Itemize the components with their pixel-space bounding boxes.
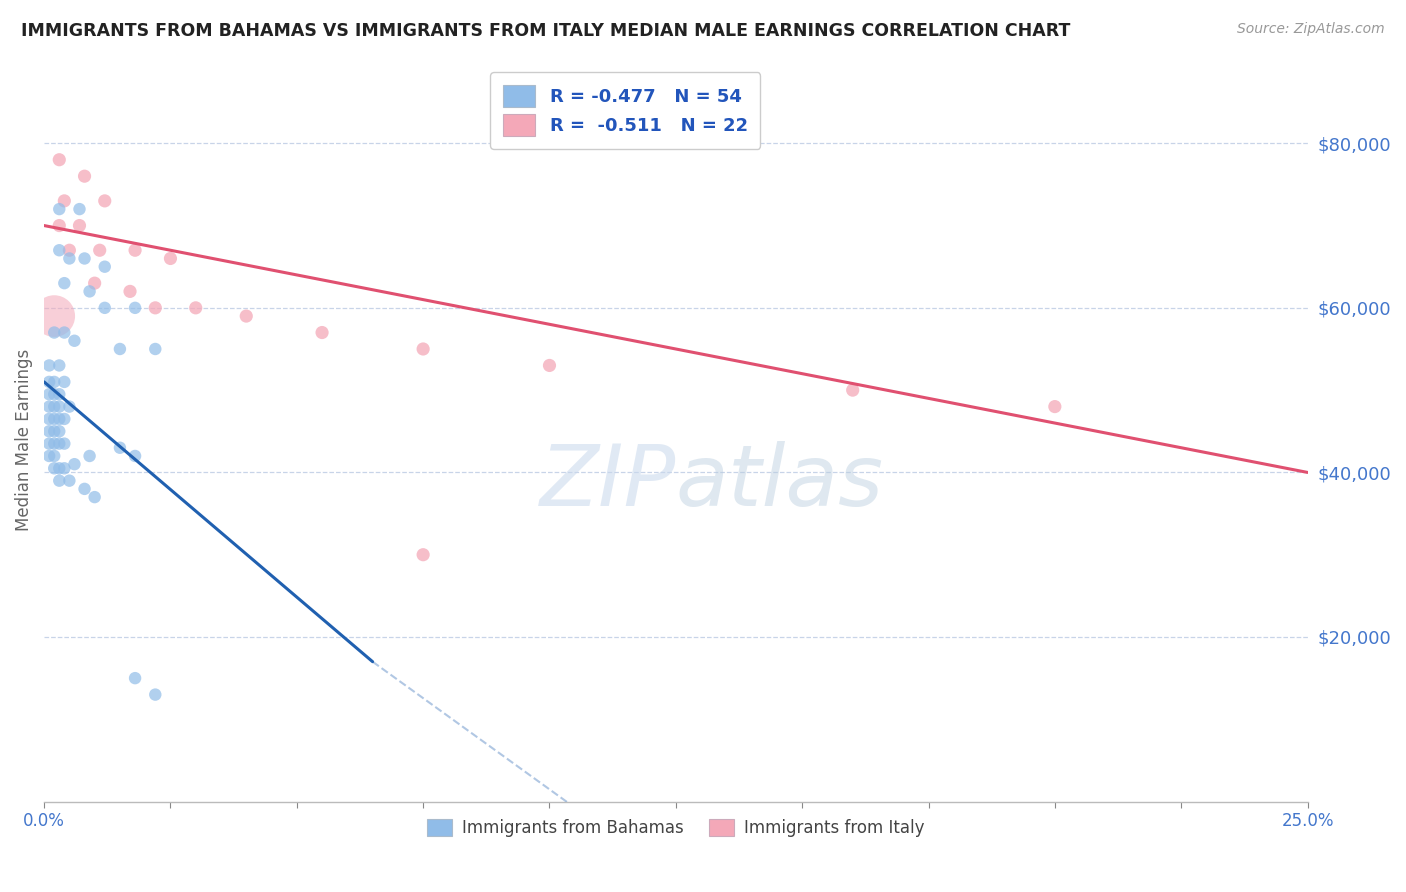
Point (143, 301, 166, 315)
Point (38, 412, 60, 426)
Point (53, 326, 76, 340)
Point (48, 244, 70, 258)
Text: ZIP: ZIP (540, 442, 676, 524)
Point (44, 375, 66, 389)
Point (83, 276, 105, 290)
Point (124, 301, 146, 315)
Point (118, 285, 141, 299)
Point (48, 387, 70, 401)
Point (79, 285, 101, 299)
Point (44, 461, 66, 475)
Point (48, 424, 70, 438)
Point (44, 449, 66, 463)
Point (44, 436, 66, 450)
Point (48, 436, 70, 450)
Point (44, 424, 66, 438)
Text: Source: ZipAtlas.com: Source: ZipAtlas.com (1237, 22, 1385, 37)
Point (841, 383, 863, 397)
Point (143, 688, 166, 702)
Point (89, 244, 111, 258)
Legend: Immigrants from Bahamas, Immigrants from Italy: Immigrants from Bahamas, Immigrants from… (420, 813, 931, 844)
Point (48, 219, 70, 233)
Point (38, 449, 60, 463)
Point (73, 252, 96, 266)
Point (38, 387, 60, 401)
Point (94, 194, 117, 208)
Point (53, 412, 76, 426)
Point (58, 252, 80, 266)
Point (44, 309, 66, 323)
Point (235, 309, 257, 323)
Point (159, 252, 181, 266)
Point (83, 490, 105, 504)
Point (124, 671, 146, 685)
Y-axis label: Median Male Earnings: Median Male Earnings (15, 349, 32, 531)
Point (38, 400, 60, 414)
Point (58, 244, 80, 258)
Point (184, 301, 207, 315)
Point (73, 169, 96, 184)
Point (38, 359, 60, 373)
Point (48, 412, 70, 426)
Point (124, 449, 146, 463)
Point (44, 412, 66, 426)
Point (38, 424, 60, 438)
Point (69, 219, 91, 233)
Point (311, 326, 333, 340)
Point (63, 334, 86, 348)
Point (44, 326, 66, 340)
Point (53, 194, 76, 208)
Point (53, 375, 76, 389)
Point (63, 457, 86, 471)
Point (48, 474, 70, 488)
Point (44, 387, 66, 401)
Point (143, 342, 166, 356)
Point (53, 436, 76, 450)
Point (73, 482, 96, 496)
Text: IMMIGRANTS FROM BAHAMAS VS IMMIGRANTS FROM ITALY MEDIAN MALE EARNINGS CORRELATIO: IMMIGRANTS FROM BAHAMAS VS IMMIGRANTS FR… (21, 22, 1070, 40)
Point (48, 461, 70, 475)
Point (58, 400, 80, 414)
Point (538, 359, 561, 373)
Point (44, 400, 66, 414)
Point (58, 474, 80, 488)
Point (108, 342, 131, 356)
Point (412, 548, 434, 562)
Point (108, 441, 131, 455)
Point (94, 301, 117, 315)
Point (48, 359, 70, 373)
Point (94, 260, 117, 274)
Point (412, 342, 434, 356)
Text: atlas: atlas (676, 442, 884, 524)
Point (48, 400, 70, 414)
Point (48, 153, 70, 167)
Point (38, 436, 60, 450)
Point (69, 202, 91, 216)
Point (1043, 400, 1066, 414)
Point (53, 276, 76, 290)
Point (79, 449, 101, 463)
Point (38, 375, 60, 389)
Point (124, 244, 146, 258)
Point (53, 461, 76, 475)
Point (48, 202, 70, 216)
